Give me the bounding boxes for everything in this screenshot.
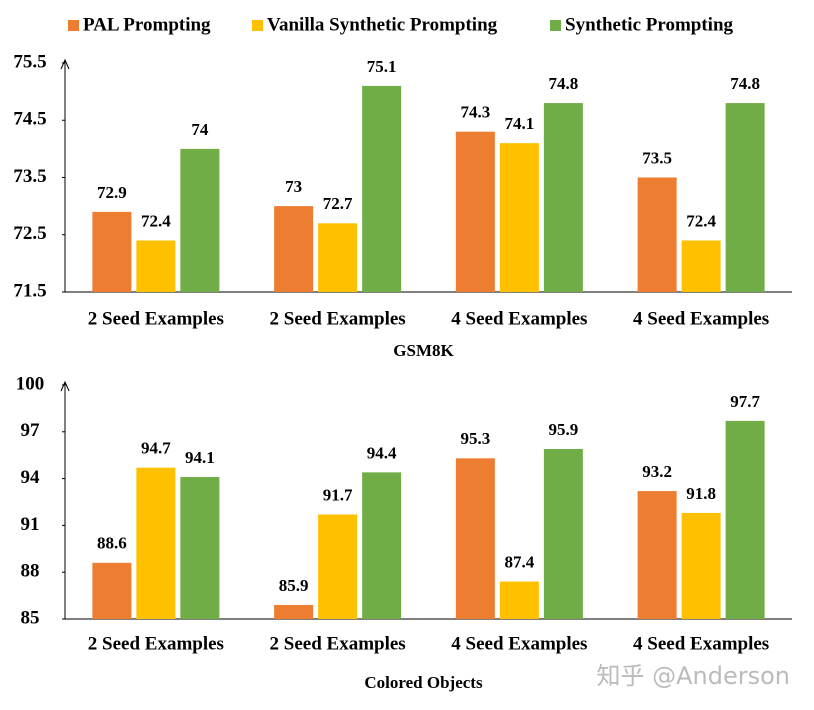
value-label: 88.6 — [97, 534, 127, 553]
value-label: 97.7 — [730, 392, 760, 411]
bar — [274, 604, 314, 619]
x-axis-title: GSM8K — [393, 341, 454, 360]
y-tick-label: 73.5 — [13, 166, 46, 187]
y-tick-label: 85 — [21, 607, 40, 628]
x-tick-label: 4 Seed Examples — [451, 633, 587, 654]
value-label: 85.9 — [279, 576, 309, 595]
value-label: 74.3 — [461, 103, 491, 122]
bar — [637, 177, 677, 292]
bar — [180, 148, 220, 292]
bar — [543, 448, 583, 619]
value-label: 94.1 — [185, 448, 215, 467]
y-tick-label: 72.5 — [13, 223, 46, 244]
bar — [180, 477, 220, 619]
value-label: 91.7 — [323, 485, 353, 504]
legend-label: Vanilla Synthetic Prompting — [267, 14, 498, 35]
value-label: 73 — [285, 177, 302, 196]
value-label: 95.9 — [549, 420, 579, 439]
bar — [362, 85, 402, 293]
bar — [681, 512, 721, 619]
value-label: 94.4 — [367, 443, 397, 462]
bar — [92, 211, 132, 292]
value-label: 75.1 — [367, 57, 397, 76]
watermark: 知乎 @Anderson — [596, 662, 790, 690]
value-label: 87.4 — [505, 552, 535, 571]
y-tick-label: 74.5 — [13, 109, 46, 130]
y-tick-label: 91 — [21, 514, 40, 535]
bar — [136, 240, 176, 292]
bar — [725, 103, 765, 292]
bar — [362, 472, 402, 619]
value-label: 73.5 — [642, 148, 672, 167]
x-tick-label: 2 Seed Examples — [88, 633, 224, 654]
bar — [274, 206, 314, 292]
legend-swatch — [550, 20, 561, 31]
bar — [455, 458, 495, 619]
legend-swatch — [68, 20, 79, 31]
legend-swatch — [252, 20, 263, 31]
value-label: 72.9 — [97, 183, 127, 202]
bar — [318, 514, 358, 619]
legend-label: PAL Prompting — [83, 14, 211, 35]
axis-arrow — [60, 58, 70, 70]
x-tick-label: 4 Seed Examples — [633, 308, 769, 329]
bar — [637, 491, 677, 619]
legend-label: Synthetic Prompting — [565, 14, 734, 35]
x-tick-label: 2 Seed Examples — [270, 308, 406, 329]
bar — [499, 581, 539, 619]
x-tick-label: 2 Seed Examples — [88, 308, 224, 329]
y-tick-label: 100 — [16, 373, 45, 394]
bar — [725, 420, 765, 619]
bar — [455, 131, 495, 292]
bar — [543, 103, 583, 292]
value-label: 74.8 — [549, 74, 579, 93]
y-tick-label: 88 — [21, 561, 40, 582]
y-tick-label: 75.5 — [13, 51, 46, 72]
bar — [318, 223, 358, 292]
bar — [681, 240, 721, 292]
value-label: 95.3 — [461, 429, 491, 448]
value-label: 72.7 — [323, 194, 353, 213]
bar — [499, 143, 539, 292]
value-label: 74.1 — [505, 114, 535, 133]
value-label: 74 — [191, 120, 209, 139]
value-label: 72.4 — [686, 211, 716, 230]
y-tick-label: 71.5 — [13, 280, 46, 301]
x-tick-label: 4 Seed Examples — [451, 308, 587, 329]
value-label: 91.8 — [686, 484, 716, 503]
value-label: 74.8 — [730, 74, 760, 93]
x-tick-label: 2 Seed Examples — [270, 633, 406, 654]
x-axis-title: Colored Objects — [364, 673, 483, 692]
value-label: 93.2 — [642, 462, 672, 481]
y-tick-label: 97 — [21, 420, 41, 441]
bar — [92, 562, 132, 619]
axis-arrow — [60, 380, 70, 392]
y-tick-label: 94 — [21, 467, 41, 488]
value-label: 72.4 — [141, 211, 171, 230]
x-tick-label: 4 Seed Examples — [633, 633, 769, 654]
value-label: 94.7 — [141, 439, 171, 458]
bar — [136, 467, 176, 619]
